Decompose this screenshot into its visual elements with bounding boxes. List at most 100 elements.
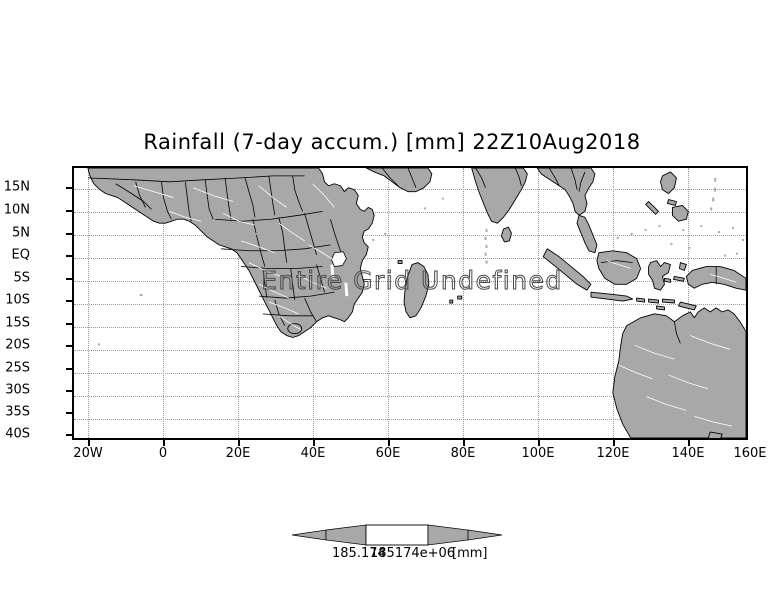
landmass-bali-nusa xyxy=(636,297,646,303)
y-tick-label-40s: 40S xyxy=(5,426,30,442)
landmass-borneo xyxy=(596,250,642,285)
y-tick-mark xyxy=(66,323,72,325)
landmass-halmahera xyxy=(678,262,687,271)
y-tick-mark xyxy=(66,187,72,189)
y-tick-mark xyxy=(66,210,72,212)
x-tick-label-60e: 60E xyxy=(375,446,401,461)
country-border xyxy=(475,168,486,188)
landmass-flores xyxy=(662,298,675,304)
island-mauritius xyxy=(457,295,463,300)
landmass-luzon xyxy=(660,171,677,195)
x-tick-label-0: 0 xyxy=(158,446,168,461)
colorbar-label-right: 185174e+06 xyxy=(370,546,456,561)
y-tick-label-eq: EQ xyxy=(11,247,30,263)
landmass-arabia xyxy=(365,168,433,193)
country-border xyxy=(258,291,335,299)
landmass-sumbawa xyxy=(648,298,659,304)
landmass-madagascar xyxy=(403,262,430,319)
map-canvas: Entire Grid Undefined xyxy=(74,168,746,438)
country-border xyxy=(316,264,325,293)
y-tick-mark xyxy=(66,434,72,436)
landmass-sumatra xyxy=(542,248,592,291)
country-border xyxy=(204,179,214,220)
x-tick-label-80e: 80E xyxy=(450,446,476,461)
y-tick-mark xyxy=(66,368,72,370)
y-tick-mark xyxy=(66,390,72,392)
country-border xyxy=(115,183,152,210)
y-tick-mark xyxy=(66,412,72,414)
country-border xyxy=(381,168,399,187)
y-tick-label-5n: 5N xyxy=(12,225,30,241)
x-tick-mark xyxy=(163,440,165,446)
y-tick-label-30s: 30S xyxy=(5,382,30,398)
river-layer xyxy=(133,183,737,427)
y-tick-mark xyxy=(66,255,72,257)
y-tick-mark xyxy=(66,233,72,235)
country-border xyxy=(215,210,323,222)
y-tick-label-15n: 15N xyxy=(3,179,30,195)
landmass-indochina xyxy=(536,168,596,216)
y-tick-label-10s: 10S xyxy=(5,292,30,308)
x-tick-label-20e: 20E xyxy=(225,446,251,461)
x-tick-label-160e: 160E xyxy=(733,446,767,461)
x-tick-mark xyxy=(613,440,615,446)
x-tick-mark xyxy=(463,440,465,446)
island-sri-lanka xyxy=(501,226,512,243)
map-plot-area[interactable]: Entire Grid Undefined xyxy=(72,166,748,440)
country-border-lesotho xyxy=(287,323,303,334)
country-border xyxy=(278,217,288,263)
island-maldives xyxy=(484,229,488,264)
x-tick-mark xyxy=(88,440,90,446)
country-border xyxy=(87,175,305,183)
colorbar-label-left: 185.174 xyxy=(332,546,386,561)
colorbar-high-wedge xyxy=(427,524,469,546)
landmass-sulawesi xyxy=(648,260,671,291)
island-dots xyxy=(97,177,745,346)
country-border xyxy=(515,168,522,186)
y-tick-mark xyxy=(66,345,72,347)
country-border xyxy=(330,219,343,257)
chart-title: Rainfall (7-day accum.) [mm] 22Z10Aug201… xyxy=(143,130,641,154)
country-border xyxy=(292,175,304,212)
x-tick-mark xyxy=(238,440,240,446)
x-tick-label-40e: 40E xyxy=(300,446,326,461)
country-border xyxy=(407,168,417,188)
landmass-visayas xyxy=(667,199,677,206)
y-tick-label-25s: 25S xyxy=(5,360,30,376)
landmass-seram xyxy=(672,275,685,282)
y-tick-mark xyxy=(66,278,72,280)
landmass-timor xyxy=(677,301,697,311)
country-border xyxy=(304,297,317,322)
colorbar-graphic xyxy=(292,524,502,546)
lake-victoria xyxy=(331,251,347,267)
island-reunion xyxy=(449,299,454,304)
landmass-australia-detail xyxy=(674,321,681,344)
x-tick-mark xyxy=(313,440,315,446)
country-border xyxy=(252,219,266,267)
x-tick-mark xyxy=(688,440,690,446)
lake-malawi xyxy=(344,282,349,297)
country-border xyxy=(290,268,296,301)
x-tick-mark xyxy=(388,440,390,446)
colorbar-min-arrow xyxy=(292,529,327,541)
x-tick-label-120e: 120E xyxy=(596,446,630,461)
x-tick-label-100e: 100E xyxy=(521,446,555,461)
colorbar-units-label: [mm] xyxy=(452,546,488,561)
country-border xyxy=(161,181,172,220)
country-border xyxy=(578,171,586,192)
landmass-buru xyxy=(664,277,671,283)
y-tick-label-35s: 35S xyxy=(5,404,30,420)
landmass-palawan xyxy=(645,201,659,215)
colorbar-mid-box xyxy=(365,524,429,546)
landmass-java xyxy=(590,291,634,302)
colorbar[interactable] xyxy=(292,520,502,550)
y-tick-mark xyxy=(66,300,72,302)
country-border xyxy=(224,177,232,220)
lake-tanganyika xyxy=(330,264,335,280)
country-border xyxy=(240,266,323,269)
country-border xyxy=(184,181,192,222)
y-tick-label-20s: 20S xyxy=(5,337,30,353)
x-tick-label-20w: 20W xyxy=(73,446,103,461)
island-comoros xyxy=(397,260,403,265)
